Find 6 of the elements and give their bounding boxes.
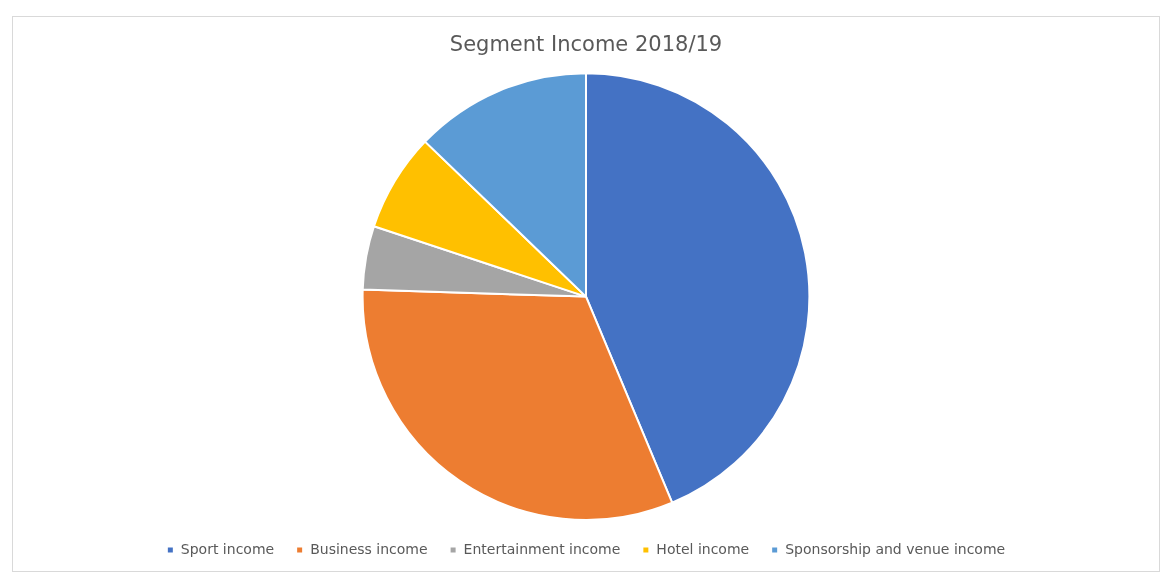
- legend-label: Entertainment income: [463, 540, 621, 557]
- legend-label: Hotel income: [656, 540, 750, 557]
- legend-label: Sport income: [180, 540, 275, 557]
- legend-label: Business income: [310, 540, 428, 557]
- legend-label: Sponsorship and venue income: [785, 540, 1006, 557]
- chart-title: Segment Income 2018/19: [449, 32, 723, 57]
